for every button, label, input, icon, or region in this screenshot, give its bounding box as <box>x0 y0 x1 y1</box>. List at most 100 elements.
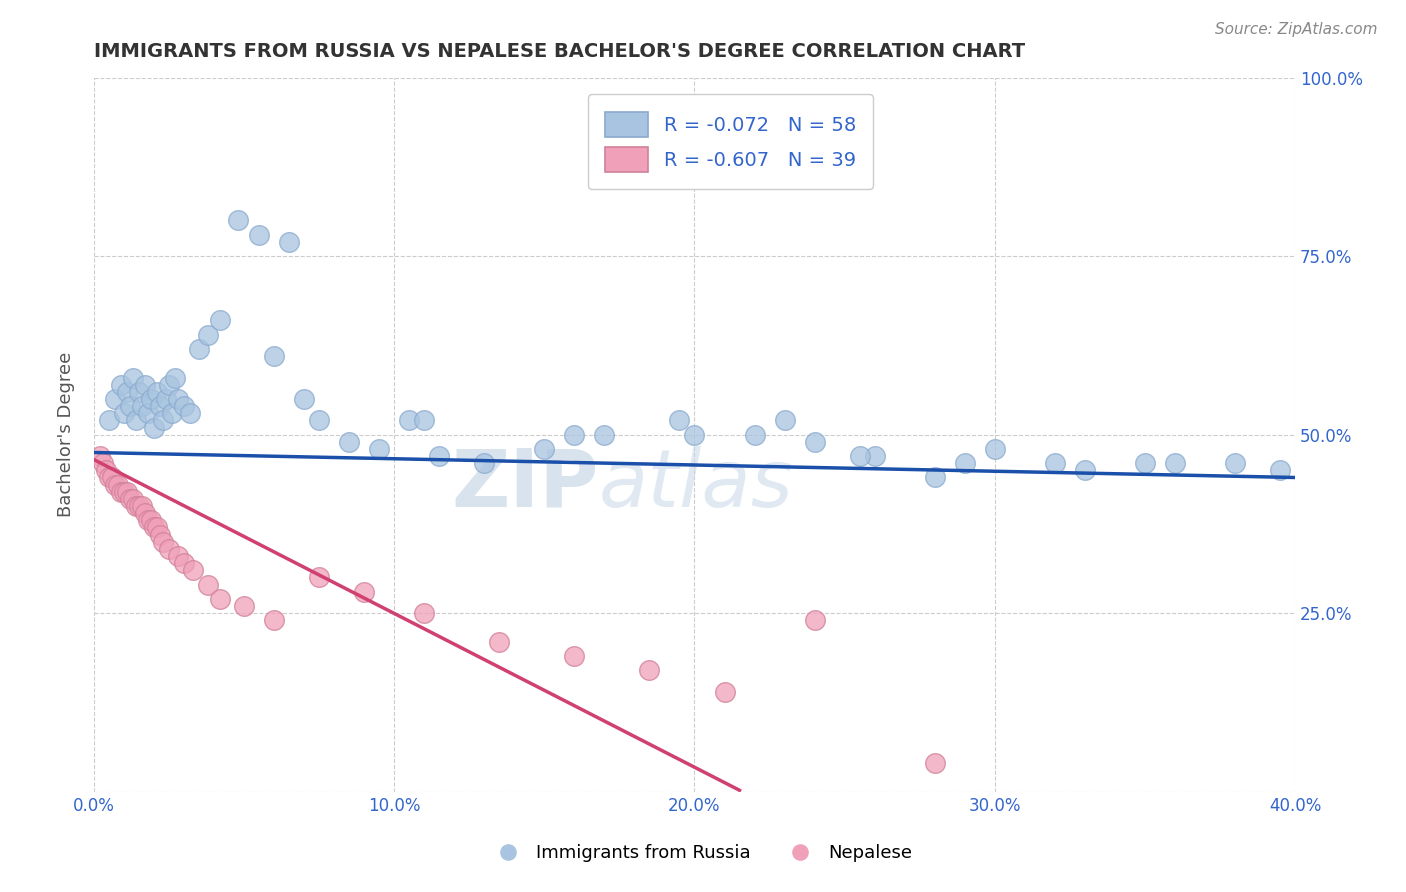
Point <box>160 406 183 420</box>
Point <box>292 392 315 406</box>
Point <box>337 434 360 449</box>
Y-axis label: Bachelor's Degree: Bachelor's Degree <box>58 352 75 517</box>
Point <box>128 499 150 513</box>
Point <box>128 384 150 399</box>
Point <box>146 384 169 399</box>
Point <box>112 484 135 499</box>
Point <box>101 470 124 484</box>
Point <box>118 491 141 506</box>
Point <box>278 235 301 249</box>
Legend: Immigrants from Russia, Nepalese: Immigrants from Russia, Nepalese <box>486 838 920 870</box>
Point <box>94 463 117 477</box>
Point <box>136 513 159 527</box>
Point <box>131 399 153 413</box>
Point <box>118 399 141 413</box>
Text: ZIP: ZIP <box>451 446 599 524</box>
Point <box>104 392 127 406</box>
Point <box>197 327 219 342</box>
Point <box>683 427 706 442</box>
Point <box>413 606 436 620</box>
Point <box>134 377 156 392</box>
Point <box>848 449 870 463</box>
Point <box>181 563 204 577</box>
Point <box>104 477 127 491</box>
Point <box>152 413 174 427</box>
Point <box>1043 456 1066 470</box>
Point <box>263 613 285 627</box>
Point <box>427 449 450 463</box>
Point <box>167 549 190 563</box>
Point <box>593 427 616 442</box>
Point <box>209 591 232 606</box>
Point <box>131 499 153 513</box>
Point <box>226 213 249 227</box>
Point <box>143 520 166 534</box>
Point <box>149 399 172 413</box>
Point <box>149 527 172 541</box>
Point <box>564 648 586 663</box>
Point <box>173 399 195 413</box>
Point <box>413 413 436 427</box>
Point <box>398 413 420 427</box>
Point <box>1223 456 1246 470</box>
Point <box>713 684 735 698</box>
Point <box>136 406 159 420</box>
Point <box>125 499 148 513</box>
Legend: R = -0.072   N = 58, R = -0.607   N = 39: R = -0.072 N = 58, R = -0.607 N = 39 <box>588 95 873 189</box>
Point <box>247 227 270 242</box>
Point <box>863 449 886 463</box>
Point <box>91 456 114 470</box>
Point <box>744 427 766 442</box>
Point <box>368 442 391 456</box>
Point <box>157 377 180 392</box>
Point <box>233 599 256 613</box>
Point <box>984 442 1007 456</box>
Point <box>638 663 661 677</box>
Point <box>353 584 375 599</box>
Point <box>122 491 145 506</box>
Point <box>152 534 174 549</box>
Point <box>155 392 177 406</box>
Point <box>209 313 232 327</box>
Point <box>89 449 111 463</box>
Point <box>173 556 195 570</box>
Point <box>122 370 145 384</box>
Point <box>533 442 555 456</box>
Point <box>97 470 120 484</box>
Point <box>803 434 825 449</box>
Point <box>564 427 586 442</box>
Point <box>143 420 166 434</box>
Point <box>146 520 169 534</box>
Point <box>488 634 510 648</box>
Point <box>110 377 132 392</box>
Point <box>134 506 156 520</box>
Point <box>308 570 330 584</box>
Point <box>263 349 285 363</box>
Point <box>308 413 330 427</box>
Point <box>668 413 690 427</box>
Point <box>179 406 201 420</box>
Point <box>1074 463 1097 477</box>
Point <box>472 456 495 470</box>
Point <box>115 484 138 499</box>
Point <box>803 613 825 627</box>
Point <box>924 470 946 484</box>
Point <box>167 392 190 406</box>
Point <box>115 384 138 399</box>
Point <box>163 370 186 384</box>
Point <box>139 513 162 527</box>
Point <box>1268 463 1291 477</box>
Point <box>924 756 946 771</box>
Point <box>125 413 148 427</box>
Text: IMMIGRANTS FROM RUSSIA VS NEPALESE BACHELOR'S DEGREE CORRELATION CHART: IMMIGRANTS FROM RUSSIA VS NEPALESE BACHE… <box>94 42 1025 61</box>
Point <box>112 406 135 420</box>
Point <box>107 477 129 491</box>
Point <box>1164 456 1187 470</box>
Point <box>1133 456 1156 470</box>
Point <box>110 484 132 499</box>
Text: atlas: atlas <box>599 446 793 524</box>
Point <box>188 342 211 356</box>
Text: Source: ZipAtlas.com: Source: ZipAtlas.com <box>1215 22 1378 37</box>
Point <box>139 392 162 406</box>
Point <box>97 413 120 427</box>
